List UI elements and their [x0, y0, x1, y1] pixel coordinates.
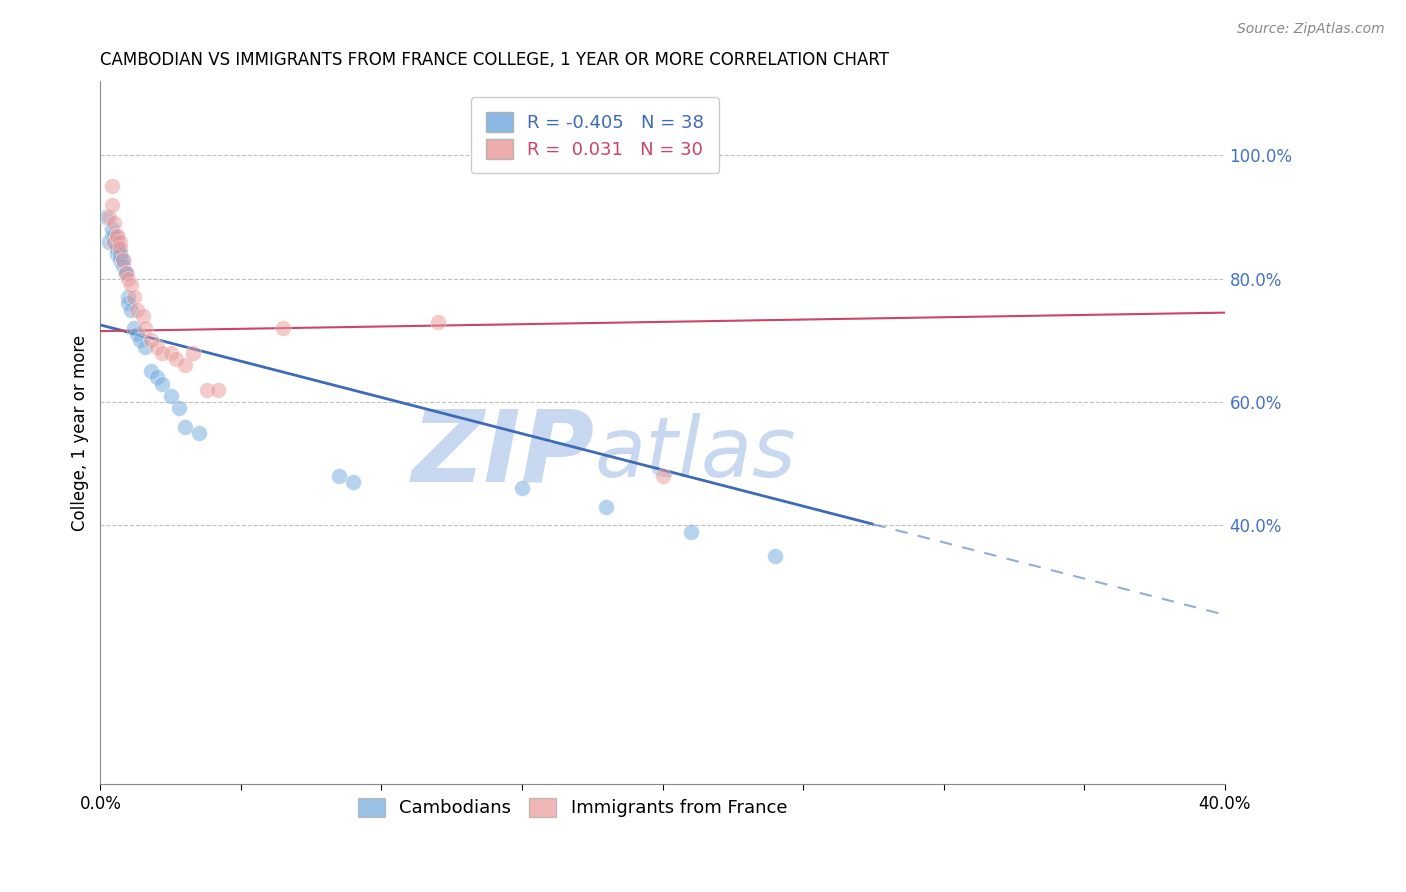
Point	[117, 271, 139, 285]
Point	[125, 327, 148, 342]
Point	[108, 235, 131, 249]
Text: Source: ZipAtlas.com: Source: ZipAtlas.com	[1237, 22, 1385, 37]
Point	[120, 302, 142, 317]
Point	[114, 266, 136, 280]
Point	[763, 549, 786, 564]
Point	[103, 235, 125, 249]
Point	[117, 290, 139, 304]
Point	[111, 253, 134, 268]
Point	[97, 210, 120, 224]
Point	[195, 383, 218, 397]
Point	[150, 345, 173, 359]
Text: atlas: atlas	[595, 414, 797, 494]
Point	[159, 389, 181, 403]
Point	[97, 235, 120, 249]
Point	[145, 340, 167, 354]
Point	[120, 277, 142, 292]
Point	[105, 247, 128, 261]
Point	[94, 210, 117, 224]
Point	[328, 469, 350, 483]
Point	[108, 241, 131, 255]
Point	[122, 321, 145, 335]
Point	[100, 179, 122, 194]
Point	[105, 241, 128, 255]
Text: ZIP: ZIP	[412, 406, 595, 502]
Point	[426, 315, 449, 329]
Point	[111, 253, 134, 268]
Point	[173, 419, 195, 434]
Point	[105, 228, 128, 243]
Point	[271, 321, 294, 335]
Point	[114, 266, 136, 280]
Point	[100, 197, 122, 211]
Point	[651, 469, 673, 483]
Point	[165, 351, 187, 366]
Point	[139, 364, 162, 378]
Point	[105, 241, 128, 255]
Point	[105, 228, 128, 243]
Point	[159, 345, 181, 359]
Point	[150, 376, 173, 391]
Point	[111, 260, 134, 274]
Point	[134, 340, 156, 354]
Point	[122, 290, 145, 304]
Point	[134, 321, 156, 335]
Point	[128, 334, 150, 348]
Point	[125, 302, 148, 317]
Point	[103, 216, 125, 230]
Point	[103, 235, 125, 249]
Point	[679, 524, 702, 539]
Point	[117, 296, 139, 310]
Point	[131, 309, 153, 323]
Point	[167, 401, 190, 416]
Point	[103, 235, 125, 249]
Point	[108, 253, 131, 268]
Point	[114, 266, 136, 280]
Point	[105, 235, 128, 249]
Point	[181, 345, 204, 359]
Point	[103, 228, 125, 243]
Point	[100, 222, 122, 236]
Y-axis label: College, 1 year or more: College, 1 year or more	[72, 334, 89, 531]
Point	[108, 247, 131, 261]
Legend: Cambodians, Immigrants from France: Cambodians, Immigrants from France	[350, 790, 794, 824]
Point	[108, 247, 131, 261]
Point	[510, 482, 533, 496]
Point	[139, 334, 162, 348]
Point	[173, 358, 195, 372]
Point	[595, 500, 617, 514]
Point	[207, 383, 229, 397]
Point	[145, 370, 167, 384]
Point	[342, 475, 364, 490]
Point	[100, 228, 122, 243]
Point	[187, 425, 209, 440]
Text: CAMBODIAN VS IMMIGRANTS FROM FRANCE COLLEGE, 1 YEAR OR MORE CORRELATION CHART: CAMBODIAN VS IMMIGRANTS FROM FRANCE COLL…	[100, 51, 890, 69]
